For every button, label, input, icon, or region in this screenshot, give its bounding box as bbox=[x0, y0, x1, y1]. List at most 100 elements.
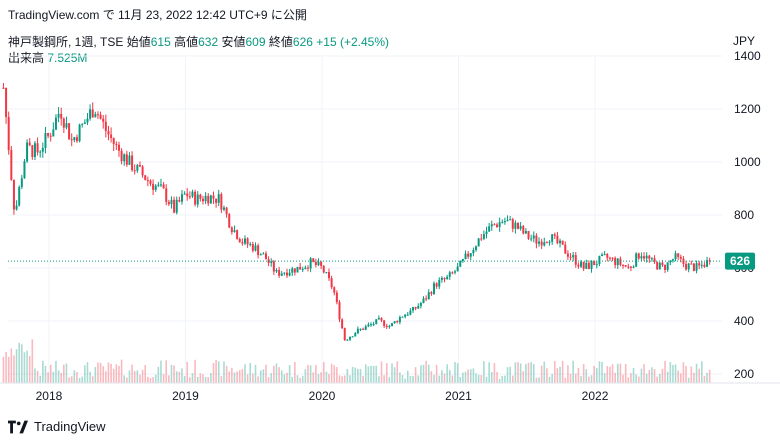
candle-body bbox=[251, 243, 254, 251]
candle-body bbox=[538, 241, 541, 244]
candle-body bbox=[36, 143, 39, 153]
volume-bar bbox=[346, 368, 349, 383]
candle-body bbox=[157, 184, 160, 186]
candle-body bbox=[68, 123, 71, 140]
volume-bar bbox=[249, 363, 252, 383]
volume-bar bbox=[149, 378, 152, 383]
volume-bar bbox=[283, 374, 286, 383]
candle-body bbox=[611, 257, 614, 259]
candle-body bbox=[685, 263, 688, 270]
volume-bar bbox=[574, 373, 577, 383]
candle-body bbox=[330, 278, 333, 288]
candle-body bbox=[377, 317, 380, 320]
candle-body bbox=[94, 114, 97, 118]
volume-bar bbox=[231, 367, 233, 383]
candle-body bbox=[99, 114, 102, 119]
candle-body bbox=[272, 261, 275, 272]
candle-body bbox=[687, 263, 690, 270]
candle-body bbox=[299, 266, 302, 270]
candle-body bbox=[677, 253, 680, 257]
volume-bar bbox=[425, 360, 427, 383]
volume-bar bbox=[517, 362, 519, 383]
candle-body bbox=[26, 142, 29, 162]
volume-bar bbox=[10, 348, 13, 383]
candle-body bbox=[215, 198, 218, 203]
candle-body bbox=[682, 258, 685, 264]
volume-bar bbox=[645, 373, 648, 383]
candle-body bbox=[18, 187, 21, 206]
volume-bar bbox=[582, 364, 585, 383]
candle-body bbox=[606, 254, 609, 258]
candle-body bbox=[535, 235, 538, 244]
volume-bar bbox=[246, 374, 249, 383]
volume-bar bbox=[535, 377, 538, 383]
candle-body bbox=[548, 241, 551, 243]
volume-bar bbox=[666, 371, 669, 383]
candle-body bbox=[162, 184, 165, 189]
volume-bar bbox=[606, 366, 609, 383]
volume-bar bbox=[110, 363, 112, 383]
candle-body bbox=[351, 336, 354, 338]
volume-bar bbox=[112, 368, 115, 383]
volume-bar bbox=[341, 376, 343, 383]
x-axis: 2018 2019 2020 2021 2022 bbox=[36, 389, 609, 403]
candle-body bbox=[201, 198, 204, 202]
volume-bar bbox=[191, 373, 194, 383]
x-tick-label: 2019 bbox=[172, 389, 199, 403]
candles bbox=[2, 83, 711, 342]
candle-body bbox=[267, 259, 270, 263]
candle-body bbox=[183, 193, 186, 195]
volume-bar bbox=[472, 368, 475, 383]
candle-body bbox=[614, 257, 617, 266]
candle-body bbox=[306, 267, 309, 269]
candle-body bbox=[309, 258, 312, 269]
candle-body bbox=[73, 137, 76, 141]
volume-bar bbox=[385, 363, 388, 383]
volume-bar bbox=[488, 362, 490, 383]
candle-body bbox=[188, 196, 191, 198]
volume-bar bbox=[333, 365, 336, 383]
volume-bar bbox=[464, 371, 467, 383]
candle-body bbox=[304, 267, 307, 270]
volume-bar bbox=[590, 375, 593, 383]
volume-bar bbox=[307, 364, 309, 383]
volume-bar bbox=[336, 367, 338, 383]
y-tick-label: 400 bbox=[734, 314, 754, 328]
candle-body bbox=[123, 154, 126, 162]
candle-body bbox=[325, 272, 328, 274]
candle-body bbox=[433, 283, 436, 294]
volume-bar bbox=[312, 372, 315, 383]
volume-bar bbox=[236, 371, 238, 383]
volume-bar bbox=[357, 368, 359, 383]
candle-body bbox=[194, 191, 197, 205]
candle-body bbox=[419, 302, 422, 307]
volume-bar bbox=[257, 376, 259, 383]
volume-bar bbox=[572, 360, 574, 383]
volume-bar bbox=[204, 377, 207, 383]
candle-body bbox=[75, 137, 78, 142]
candle-body bbox=[522, 226, 525, 234]
volume-bar bbox=[643, 364, 645, 383]
volume-bar bbox=[690, 366, 693, 383]
volume-bar bbox=[55, 360, 57, 383]
volume-bar bbox=[630, 373, 632, 383]
volume-bar bbox=[388, 377, 391, 383]
open-value: 615 bbox=[150, 35, 171, 49]
volume-bar bbox=[126, 377, 128, 383]
candle-body bbox=[107, 130, 110, 135]
volume-bar bbox=[120, 359, 123, 383]
volume-bar bbox=[501, 376, 504, 383]
volume-bar bbox=[317, 374, 320, 383]
volume-bar bbox=[139, 374, 141, 383]
candle-body bbox=[480, 238, 483, 240]
candle-body bbox=[338, 302, 341, 320]
volume-bar bbox=[427, 364, 430, 383]
volume-bar bbox=[551, 373, 553, 383]
candle-body bbox=[427, 292, 430, 300]
candle-body bbox=[81, 123, 84, 125]
candle-body bbox=[96, 114, 99, 116]
volume-bar bbox=[706, 372, 708, 383]
candle-body bbox=[603, 254, 606, 256]
close-label: 終値 bbox=[268, 35, 293, 49]
